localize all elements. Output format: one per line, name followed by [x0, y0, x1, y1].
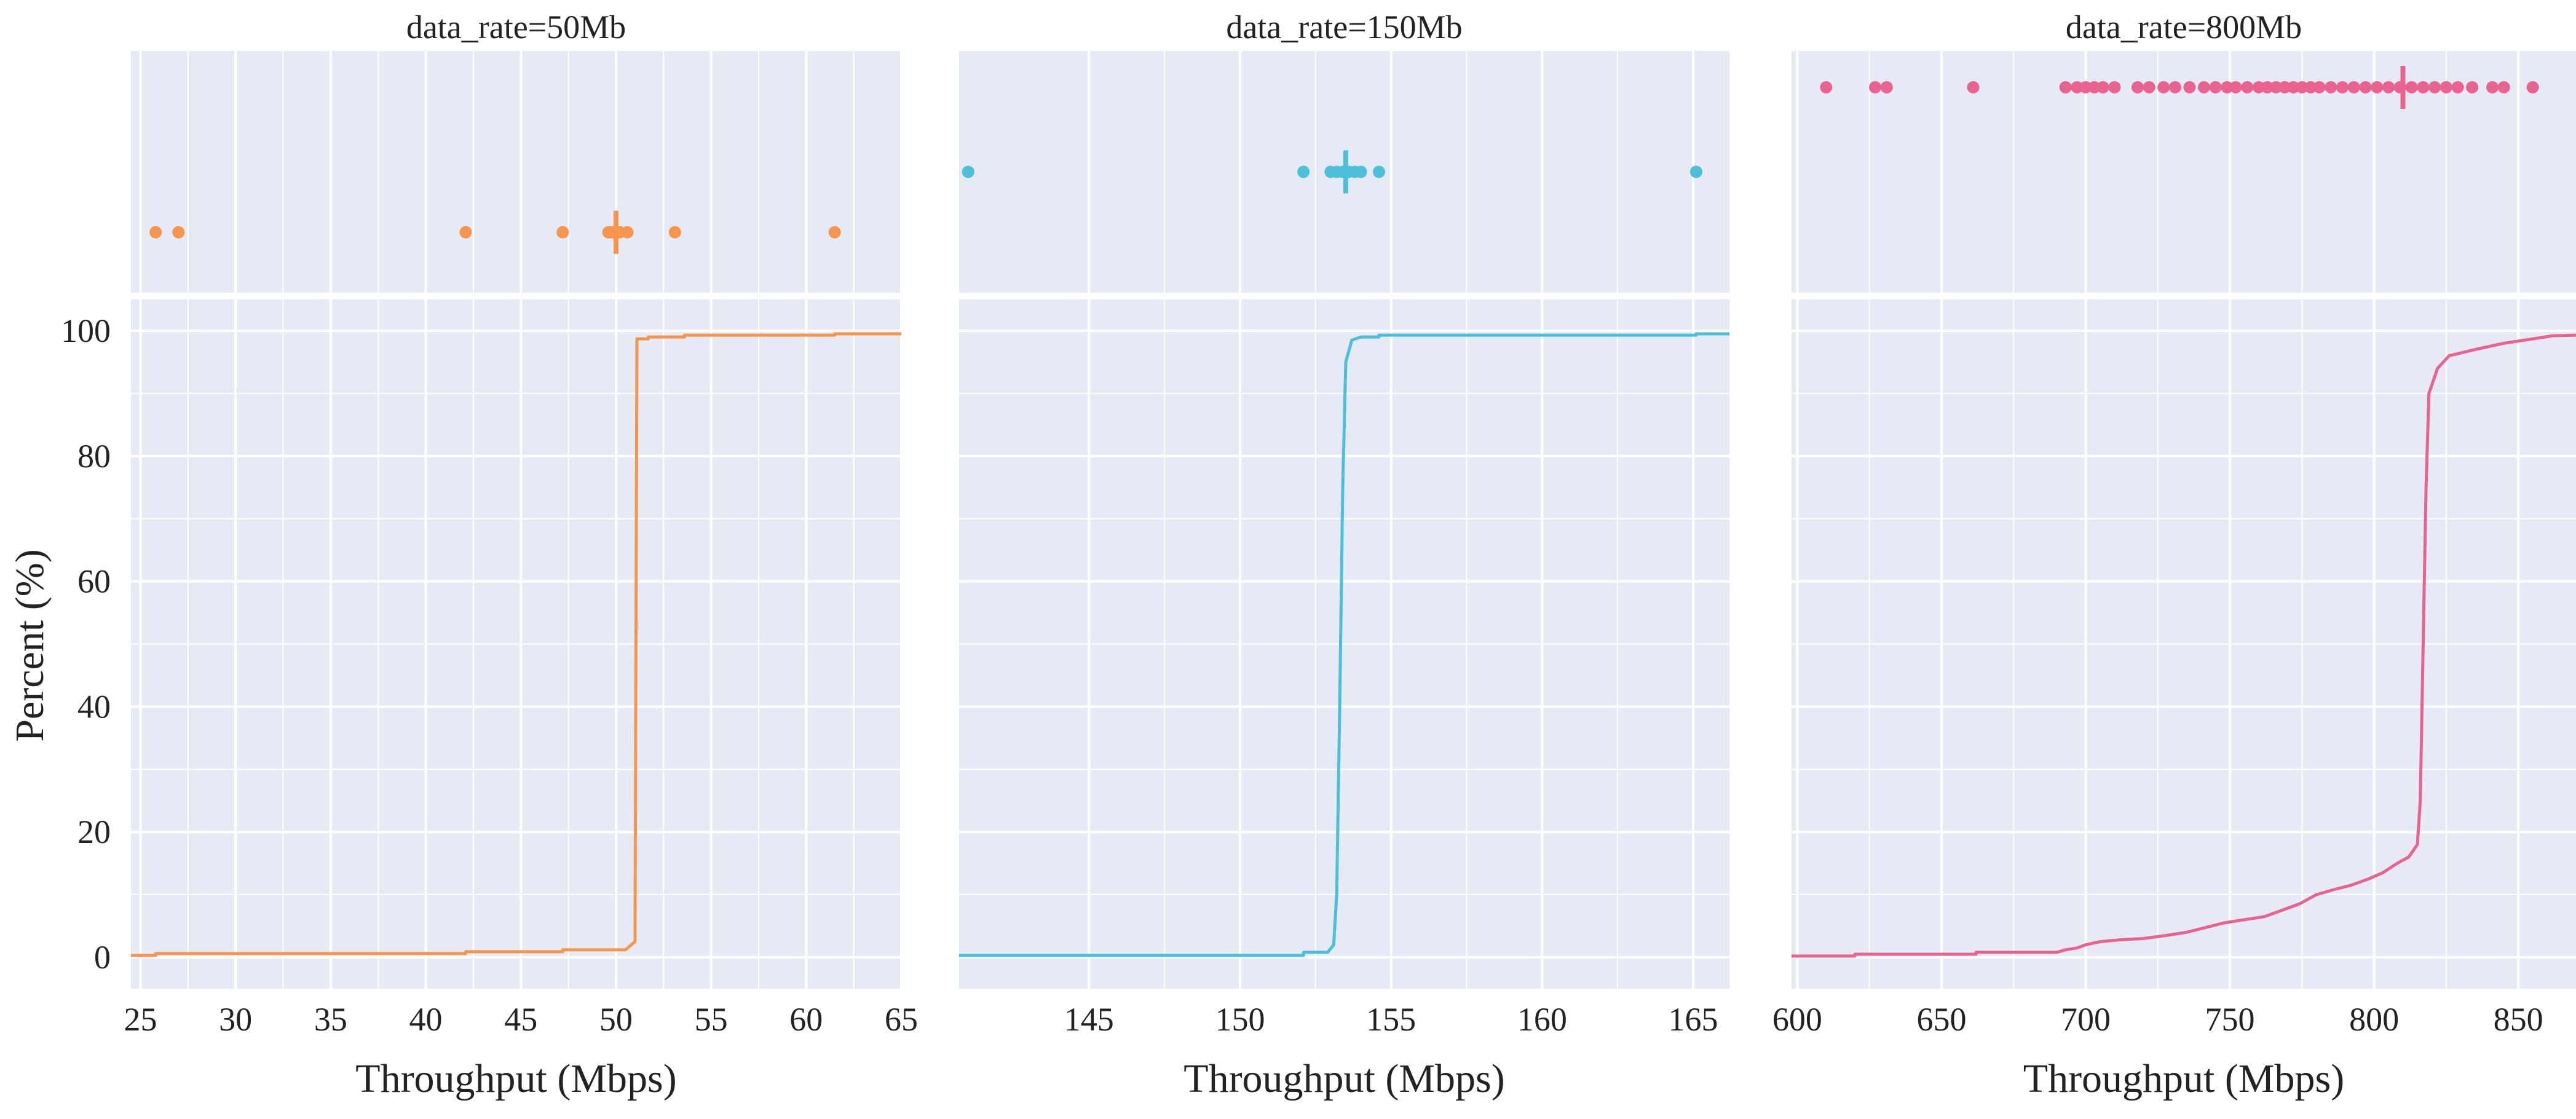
ecdf-line	[1792, 333, 2576, 958]
strip-point	[2108, 81, 2121, 93]
strip-point	[828, 226, 841, 239]
strip-point	[2417, 81, 2430, 93]
facet-title: data_rate=50Mb	[406, 9, 626, 45]
strip-point	[2252, 81, 2265, 93]
x-axis-label: Throughput (Mbps)	[2023, 1056, 2344, 1101]
strip-point	[2261, 81, 2274, 93]
strip-point	[2183, 81, 2196, 93]
strip-point	[2359, 81, 2372, 93]
strip-point	[2131, 81, 2144, 93]
strip-point	[1820, 81, 1833, 93]
strip-point	[2526, 81, 2539, 93]
facet-title: data_rate=800Mb	[2066, 9, 2302, 45]
y-tick-label: 40	[77, 688, 111, 725]
strip-point	[1869, 81, 1882, 93]
x-tick-label: 650	[1916, 1001, 1966, 1038]
x-axis-label: Throughput (Mbps)	[1183, 1056, 1504, 1101]
strip-point	[1297, 165, 1310, 178]
strip-point	[2325, 81, 2337, 93]
x-tick-label: 155	[1366, 1001, 1416, 1038]
ecdf-line	[959, 332, 1729, 957]
x-tick-label: 50	[599, 1001, 633, 1038]
y-tick-label: 100	[61, 312, 111, 349]
strip-point	[2270, 81, 2283, 93]
strip-point	[2079, 81, 2092, 93]
x-tick-label: 60	[789, 1001, 823, 1038]
x-tick-label: 45	[504, 1001, 537, 1038]
strip-point	[2071, 81, 2084, 93]
strip-point	[1689, 165, 1702, 178]
strip-plot-background-0	[131, 51, 901, 293]
strip-point	[2466, 81, 2479, 93]
strip-point	[2088, 81, 2101, 93]
y-tick-label: 80	[77, 438, 111, 475]
strip-point	[2278, 81, 2291, 93]
strip-point	[2486, 81, 2499, 93]
strip-point	[556, 226, 569, 239]
strip-point	[459, 226, 472, 239]
strip-point	[2168, 81, 2181, 93]
x-tick-label: 165	[1669, 1001, 1718, 1038]
facet-title: data_rate=150Mb	[1226, 9, 1462, 45]
x-tick-label: 700	[2061, 1001, 2111, 1038]
strip-point	[2209, 81, 2222, 93]
y-axis-label: Percent (%)	[7, 549, 52, 741]
strip-point	[668, 226, 681, 239]
strip-point	[2059, 81, 2072, 93]
x-tick-label: 600	[1772, 1001, 1822, 1038]
strip-point	[1373, 165, 1386, 178]
strip-point	[2440, 81, 2452, 93]
y-tick-label: 20	[77, 813, 111, 850]
x-tick-label: 850	[2494, 1001, 2543, 1038]
strip-point	[2313, 81, 2326, 93]
strip-point	[2336, 81, 2349, 93]
x-tick-label: 160	[1517, 1001, 1567, 1038]
x-tick-label: 750	[2205, 1001, 2255, 1038]
x-tick-label: 40	[409, 1001, 443, 1038]
x-tick-label: 35	[314, 1001, 347, 1038]
strip-point	[2371, 81, 2384, 93]
x-tick-label: 150	[1215, 1001, 1265, 1038]
strip-point	[2347, 81, 2360, 93]
strip-point	[2157, 81, 2170, 93]
strip-point	[2096, 81, 2109, 93]
strip-point	[2428, 81, 2441, 93]
strip-point	[2382, 81, 2395, 93]
strip-point	[149, 226, 162, 239]
strip-point	[1967, 81, 1980, 93]
strip-point	[2296, 81, 2309, 93]
strip-point	[2197, 81, 2210, 93]
x-tick-label: 145	[1064, 1001, 1114, 1038]
strip-point	[172, 226, 185, 239]
strip-point	[2241, 81, 2254, 93]
x-tick-label: 30	[219, 1001, 252, 1038]
x-tick-label: 800	[2349, 1001, 2399, 1038]
strip-point	[2497, 81, 2510, 93]
y-tick-label: 0	[94, 939, 111, 976]
strip-point	[2451, 81, 2464, 93]
ecdf-line	[131, 332, 901, 957]
strip-point	[2304, 81, 2317, 93]
strip-point	[1354, 165, 1367, 178]
x-tick-label: 55	[695, 1001, 728, 1038]
strip-point	[2229, 81, 2242, 93]
x-tick-label: 25	[124, 1001, 157, 1038]
strip-point	[1880, 81, 1893, 93]
strip-point	[2287, 81, 2300, 93]
strip-point	[2143, 81, 2155, 93]
y-tick-label: 60	[77, 563, 111, 600]
x-axis-label: Throughput (Mbps)	[355, 1056, 676, 1101]
x-tick-label: 65	[885, 1001, 918, 1038]
strip-point	[962, 165, 974, 178]
strip-point	[2221, 81, 2234, 93]
